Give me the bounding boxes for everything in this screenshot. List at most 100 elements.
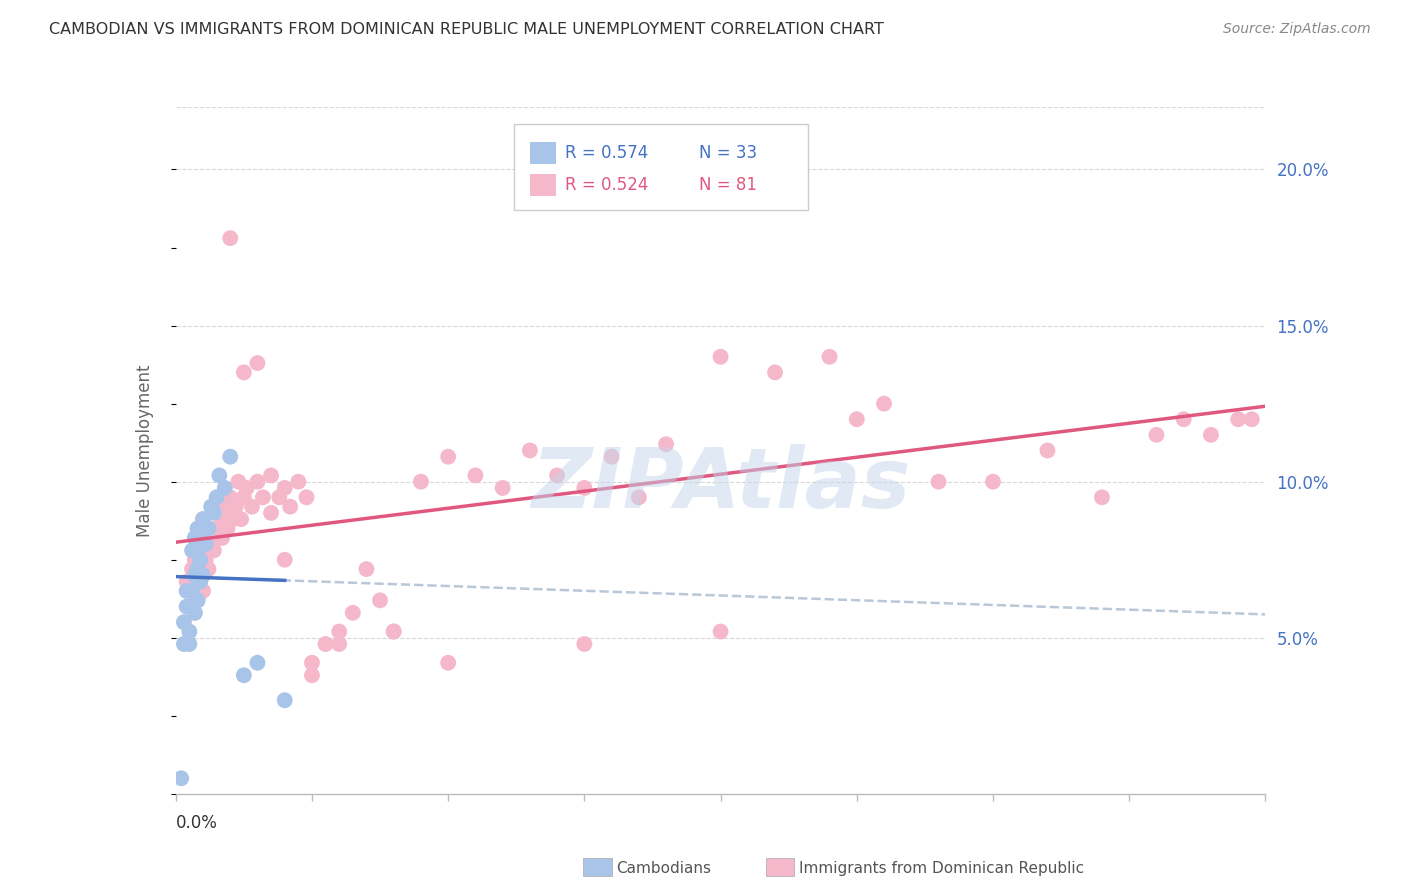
- Point: [214, 512, 236, 526]
- Bar: [766, 858, 794, 876]
- Bar: [530, 142, 555, 164]
- Point: [928, 475, 950, 489]
- Text: R = 0.574: R = 0.574: [565, 145, 648, 162]
- Point: [368, 593, 391, 607]
- Point: [176, 583, 198, 598]
- Text: Cambodians: Cambodians: [616, 862, 711, 876]
- Point: [191, 512, 214, 526]
- Point: [219, 450, 242, 464]
- Point: [232, 668, 254, 682]
- Point: [574, 481, 596, 495]
- Point: [225, 500, 247, 514]
- Point: [205, 490, 228, 504]
- Point: [763, 366, 786, 380]
- Point: [246, 475, 269, 489]
- Point: [202, 506, 225, 520]
- Point: [492, 481, 515, 495]
- Point: [184, 568, 207, 582]
- Point: [176, 574, 198, 589]
- Point: [179, 624, 201, 639]
- Point: [208, 506, 231, 520]
- Point: [235, 481, 257, 495]
- Point: [222, 512, 245, 526]
- Point: [194, 537, 217, 551]
- Point: [246, 356, 269, 370]
- Point: [328, 637, 350, 651]
- Text: R = 0.524: R = 0.524: [565, 176, 648, 194]
- Point: [301, 656, 323, 670]
- Point: [1173, 412, 1195, 426]
- Point: [655, 437, 678, 451]
- Text: N = 33: N = 33: [699, 145, 756, 162]
- Point: [219, 490, 242, 504]
- Point: [464, 468, 486, 483]
- Point: [301, 668, 323, 682]
- Point: [184, 606, 207, 620]
- Point: [269, 490, 291, 504]
- Point: [1240, 412, 1263, 426]
- Text: 0.0%: 0.0%: [176, 814, 218, 832]
- Y-axis label: Male Unemployment: Male Unemployment: [136, 364, 155, 537]
- Point: [1036, 443, 1059, 458]
- Point: [205, 521, 228, 535]
- Point: [232, 366, 254, 380]
- Point: [260, 506, 283, 520]
- Text: Immigrants from Dominican Republic: Immigrants from Dominican Republic: [799, 862, 1084, 876]
- Point: [873, 396, 896, 410]
- Point: [181, 583, 204, 598]
- Point: [184, 606, 207, 620]
- Point: [186, 593, 209, 607]
- Point: [173, 637, 195, 651]
- FancyBboxPatch shape: [513, 124, 808, 211]
- Point: [845, 412, 868, 426]
- Point: [382, 624, 405, 639]
- Point: [627, 490, 650, 504]
- Point: [818, 350, 841, 364]
- Point: [176, 599, 198, 614]
- Point: [274, 481, 297, 495]
- Point: [200, 537, 222, 551]
- Point: [186, 543, 209, 558]
- Point: [170, 771, 193, 786]
- Point: [981, 475, 1004, 489]
- Point: [328, 624, 350, 639]
- Point: [217, 521, 239, 535]
- Point: [274, 552, 297, 567]
- Point: [188, 552, 211, 567]
- Point: [211, 531, 233, 545]
- Point: [574, 637, 596, 651]
- Point: [437, 450, 460, 464]
- Bar: [530, 174, 555, 195]
- Point: [200, 500, 222, 514]
- Point: [546, 468, 568, 483]
- Point: [173, 615, 195, 630]
- Point: [315, 637, 337, 651]
- Point: [519, 443, 541, 458]
- Point: [214, 481, 236, 495]
- Point: [194, 552, 217, 567]
- Point: [409, 475, 432, 489]
- Point: [186, 521, 209, 535]
- Point: [228, 475, 250, 489]
- Point: [191, 568, 214, 582]
- Point: [181, 562, 204, 576]
- Point: [1091, 490, 1114, 504]
- Point: [191, 512, 214, 526]
- Point: [1199, 427, 1222, 442]
- Point: [437, 656, 460, 670]
- Point: [287, 475, 309, 489]
- Point: [231, 512, 253, 526]
- Point: [188, 574, 211, 589]
- Point: [191, 583, 214, 598]
- Point: [188, 531, 211, 545]
- Point: [219, 231, 242, 245]
- Text: N = 81: N = 81: [699, 176, 756, 194]
- Point: [246, 656, 269, 670]
- Point: [197, 562, 219, 576]
- Point: [252, 490, 274, 504]
- Point: [186, 593, 209, 607]
- Point: [186, 562, 209, 576]
- Point: [356, 562, 378, 576]
- Point: [600, 450, 623, 464]
- Point: [382, 624, 405, 639]
